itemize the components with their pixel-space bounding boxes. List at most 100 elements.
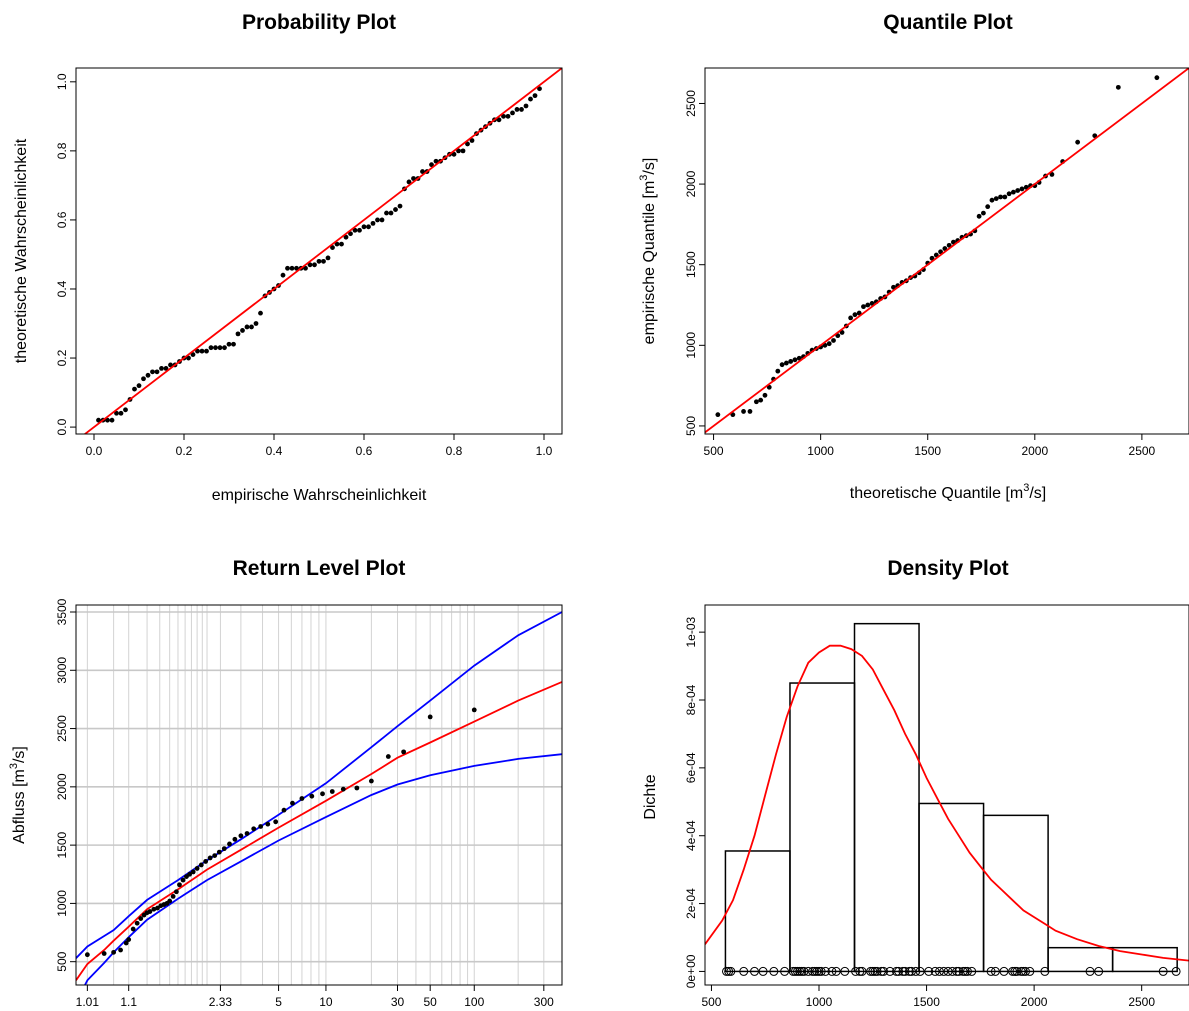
- probability-plot-point-92: [510, 110, 515, 116]
- density-data-point-32: [879, 966, 889, 976]
- density-data-point-30: [872, 966, 882, 976]
- return-level-plot-point-5: [126, 937, 132, 942]
- quantile-plot-point-47: [938, 249, 943, 255]
- density-plot-frame: [704, 604, 1189, 986]
- return-level-plot-point-12: [151, 906, 157, 912]
- return-level-plot-point-36: [251, 826, 257, 832]
- probability-plot-ytick-label-3: 0.6: [55, 211, 69, 228]
- probability-plot-point-14: [159, 365, 164, 371]
- probability-plot-point-29: [226, 341, 232, 347]
- return-level-plot-ylabel: Abfluss [m3/s]: [8, 746, 28, 844]
- density-plot-ytick-label-3: 6e-04: [684, 752, 698, 783]
- quantile-plot-point-46: [933, 252, 939, 258]
- probability-plot-point-26: [213, 345, 218, 351]
- return-level-plot-xtick-label-7: 100: [464, 995, 484, 1009]
- return-level-plot-ytick-label-0: 500: [55, 951, 69, 971]
- quantile-plot-point-30: [865, 302, 871, 308]
- probability-plot-point-93: [514, 107, 520, 112]
- density-data-point-66: [1094, 966, 1104, 976]
- quantile-plot-point-36: [891, 284, 896, 290]
- probability-plot-point-2: [105, 417, 110, 423]
- return-level-plot-point-51: [427, 714, 433, 720]
- density-plot-ylabel: Dichte: [642, 774, 659, 819]
- quantile-plot-frame: [704, 67, 1189, 435]
- density-data-point-29: [870, 966, 880, 976]
- return-level-plot-ytick-label-3: 2000: [55, 773, 69, 800]
- probability-plot-point-81: [460, 148, 466, 154]
- quantile-plot-point-9: [775, 368, 781, 374]
- probability-plot-point-72: [420, 169, 425, 174]
- probability-plot-point-11: [145, 372, 151, 378]
- quantile-plot-ylabel: empirische Quantile [m3/s]: [638, 158, 658, 345]
- density-plot-ytick-label-0: 0e+00: [684, 954, 698, 988]
- probability-plot-point-25: [208, 345, 214, 351]
- density-data-point-22: [831, 966, 841, 976]
- probability-plot-point-89: [496, 117, 502, 123]
- density-data-point-42: [924, 966, 934, 976]
- probability-plot-point-5: [118, 410, 124, 416]
- density-data-point-37: [900, 966, 910, 976]
- probability-plot-point-59: [361, 224, 367, 230]
- quantile-plot-point-14: [796, 355, 802, 361]
- density-data-point-34: [891, 966, 901, 976]
- probability-plot-point-67: [397, 203, 403, 209]
- quantile-plot-point-63: [1006, 191, 1012, 197]
- probability-plot-point-70: [411, 176, 416, 181]
- return-level-plot-point-20: [177, 882, 182, 888]
- histogram-bar-3: [918, 802, 985, 973]
- quantile-plot-point-3: [747, 409, 753, 414]
- probability-plot-point-23: [199, 348, 205, 354]
- quantile-plot-point-65: [1015, 188, 1021, 193]
- return-level-plot-grid: [76, 605, 562, 985]
- quantile-plot-xlabel-end: /s]: [1029, 485, 1046, 502]
- probability-plot-point-20: [186, 355, 191, 361]
- quantile-plot-ytick-label-2: 1500: [684, 251, 698, 278]
- return-level-plot-point-50: [401, 749, 407, 755]
- quantile-plot-panel: Quantile Plot theoretische Quantile [m3/…: [638, 11, 1189, 502]
- probability-plot-ytick-label-1: 0.2: [55, 349, 69, 366]
- quantile-plot-point-6: [762, 392, 768, 398]
- return-level-plot-ytick-label-2: 1500: [55, 831, 69, 858]
- probability-plot-xtick-label-2: 0.4: [266, 444, 283, 458]
- probability-plot-point-10: [141, 376, 146, 382]
- density-plot-ytick-label-1: 2e-04: [684, 888, 698, 919]
- probability-plot-frame: [75, 67, 563, 435]
- probability-plot-point-44: [294, 265, 299, 271]
- probability-plot-ytick-label-0: 0.0: [55, 418, 69, 435]
- probability-plot-point-52: [330, 245, 335, 250]
- quantile-plot-ticks: 500 1000 1500 2000 2500 500 1000 1500 2000 2500: [684, 90, 1156, 458]
- density-plot-title: Density Plot: [887, 557, 1008, 580]
- probability-plot-point-64: [384, 210, 389, 216]
- probability-plot-point-27: [217, 345, 223, 351]
- return-level-plot-point-47: [354, 785, 360, 791]
- probability-plot-point-62: [375, 217, 380, 223]
- density-data-point-31: [876, 966, 886, 976]
- return-level-plot-point-23: [187, 871, 193, 877]
- return-level-plot-point-21: [180, 877, 186, 883]
- return-level-plot-point-42: [299, 796, 305, 801]
- density-data-point-47: [947, 966, 957, 976]
- return-level-plot-point-26: [198, 862, 204, 868]
- probability-plot-point-33: [244, 324, 250, 330]
- density-plot-panel: Density Plot Dichte 500 1000 1500 2000 2500 0…: [642, 557, 1189, 1009]
- quantile-plot-point-62: [1002, 194, 1008, 200]
- quantile-plot-point-21: [826, 341, 832, 347]
- return-level-plot-point-24: [190, 869, 196, 875]
- density-data-point-35: [894, 966, 904, 976]
- return-level-plot-point-30: [216, 849, 222, 855]
- probability-plot-point-50: [321, 258, 326, 264]
- return-level-plot-point-28: [207, 855, 213, 861]
- quantile-plot-point-45: [929, 255, 935, 261]
- probability-plot-point-41: [280, 272, 286, 278]
- quantile-plot-point-66: [1019, 186, 1025, 192]
- probability-plot-point-3: [109, 417, 115, 423]
- density-data-point-15: [808, 966, 818, 976]
- quantile-plot-point-58: [985, 204, 991, 210]
- return-level-plot-point-13: [155, 905, 160, 911]
- probability-plot-point-61: [370, 220, 376, 226]
- quantile-plot-ytick-label-4: 2500: [684, 90, 698, 117]
- quantile-plot-xtick-label-1: 1000: [807, 444, 834, 458]
- quantile-plot-point-12: [788, 359, 794, 364]
- probability-plot-xtick-label-1: 0.2: [176, 444, 193, 458]
- quantile-plot-ylabel-sup: 3: [638, 175, 650, 181]
